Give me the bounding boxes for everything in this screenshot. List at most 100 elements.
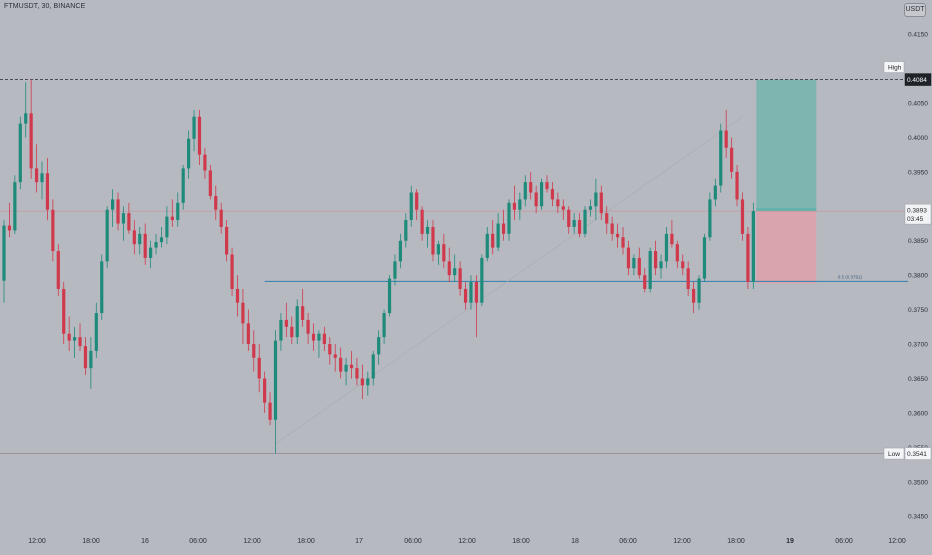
candle[interactable] bbox=[643, 268, 647, 293]
candle[interactable] bbox=[637, 247, 641, 279]
candle[interactable] bbox=[556, 192, 560, 214]
candle[interactable] bbox=[529, 171, 533, 200]
candle[interactable] bbox=[746, 226, 750, 289]
candle[interactable] bbox=[72, 326, 77, 358]
candle[interactable] bbox=[518, 192, 522, 221]
candle[interactable] bbox=[681, 254, 685, 276]
candle[interactable] bbox=[208, 164, 212, 200]
candle[interactable] bbox=[317, 330, 321, 358]
candle[interactable] bbox=[89, 337, 93, 389]
candle[interactable] bbox=[605, 206, 609, 234]
candle[interactable] bbox=[724, 109, 728, 159]
candle[interactable] bbox=[29, 79, 33, 179]
candle[interactable] bbox=[83, 337, 88, 376]
candle[interactable] bbox=[740, 192, 745, 241]
candle[interactable] bbox=[56, 244, 60, 296]
candle[interactable] bbox=[306, 313, 310, 345]
candle[interactable] bbox=[252, 330, 256, 372]
candle[interactable] bbox=[127, 202, 131, 234]
candle[interactable] bbox=[474, 275, 479, 338]
candle[interactable] bbox=[675, 240, 679, 269]
candle[interactable] bbox=[458, 261, 462, 296]
candle[interactable] bbox=[415, 189, 419, 221]
candle[interactable] bbox=[425, 220, 430, 248]
candle[interactable] bbox=[273, 330, 278, 454]
candle[interactable] bbox=[339, 347, 343, 379]
candle[interactable] bbox=[100, 254, 104, 320]
candle[interactable] bbox=[62, 282, 66, 345]
candle[interactable] bbox=[480, 254, 484, 307]
candle[interactable] bbox=[170, 199, 174, 227]
candle[interactable] bbox=[420, 206, 424, 241]
candle[interactable] bbox=[545, 175, 549, 193]
candle[interactable] bbox=[45, 158, 50, 221]
candle[interactable] bbox=[469, 275, 473, 310]
candle[interactable] bbox=[447, 247, 451, 283]
currency-button[interactable]: USDT bbox=[904, 3, 926, 17]
candle[interactable] bbox=[366, 371, 370, 396]
candle[interactable] bbox=[491, 220, 495, 255]
candle[interactable] bbox=[539, 178, 544, 210]
candle[interactable] bbox=[730, 137, 734, 179]
candle[interactable] bbox=[588, 199, 593, 217]
candle[interactable] bbox=[371, 350, 375, 386]
candle[interactable] bbox=[719, 123, 723, 193]
candle[interactable] bbox=[197, 109, 202, 165]
candle[interactable] bbox=[670, 220, 674, 248]
candle[interactable] bbox=[322, 326, 326, 351]
candle[interactable] bbox=[626, 240, 631, 276]
candle[interactable] bbox=[751, 202, 755, 289]
candle[interactable] bbox=[664, 226, 669, 269]
candle[interactable] bbox=[40, 161, 44, 200]
candle[interactable] bbox=[463, 282, 468, 310]
candle[interactable] bbox=[512, 185, 517, 221]
candle[interactable] bbox=[105, 206, 109, 269]
candle[interactable] bbox=[393, 254, 397, 286]
candle[interactable] bbox=[18, 116, 22, 190]
candle[interactable] bbox=[550, 182, 555, 207]
candle[interactable] bbox=[284, 302, 288, 338]
candle[interactable] bbox=[344, 357, 348, 386]
candle[interactable] bbox=[561, 199, 565, 221]
candle[interactable] bbox=[355, 357, 359, 386]
candle[interactable] bbox=[24, 82, 28, 138]
candle[interactable] bbox=[404, 213, 408, 248]
candle[interactable] bbox=[621, 226, 625, 255]
candle[interactable] bbox=[203, 147, 207, 179]
candle[interactable] bbox=[2, 220, 6, 303]
candle[interactable] bbox=[159, 226, 164, 248]
candle[interactable] bbox=[94, 302, 98, 358]
candle[interactable] bbox=[333, 344, 337, 372]
candle[interactable] bbox=[138, 226, 142, 255]
candle[interactable] bbox=[328, 337, 332, 365]
candle[interactable] bbox=[387, 275, 392, 317]
candle[interactable] bbox=[192, 109, 196, 152]
candle[interactable] bbox=[78, 323, 82, 351]
candle[interactable] bbox=[263, 371, 267, 413]
candle[interactable] bbox=[659, 254, 663, 279]
profit-zone[interactable] bbox=[756, 79, 817, 212]
candle[interactable] bbox=[279, 313, 283, 351]
candle[interactable] bbox=[132, 220, 136, 255]
candle[interactable] bbox=[187, 130, 191, 179]
candle[interactable] bbox=[523, 175, 527, 207]
candle[interactable] bbox=[599, 185, 603, 221]
candle[interactable] bbox=[485, 226, 489, 262]
candle[interactable] bbox=[572, 213, 576, 234]
candle[interactable] bbox=[409, 185, 413, 227]
candle[interactable] bbox=[246, 309, 250, 351]
candle[interactable] bbox=[290, 316, 294, 345]
candle[interactable] bbox=[51, 199, 55, 262]
time-axis[interactable]: 12:00 18:00 16 06:00 12:00 18:00 17 06:00 12:00 1… bbox=[28, 538, 906, 545]
candle[interactable] bbox=[654, 240, 658, 276]
candle[interactable] bbox=[377, 330, 381, 365]
candle[interactable] bbox=[149, 240, 153, 269]
candle[interactable] bbox=[615, 223, 620, 248]
candle[interactable] bbox=[382, 309, 386, 345]
candle[interactable] bbox=[702, 233, 707, 283]
candle[interactable] bbox=[235, 275, 240, 317]
candle[interactable] bbox=[431, 220, 435, 262]
candle[interactable] bbox=[610, 216, 614, 241]
candle[interactable] bbox=[686, 261, 690, 296]
